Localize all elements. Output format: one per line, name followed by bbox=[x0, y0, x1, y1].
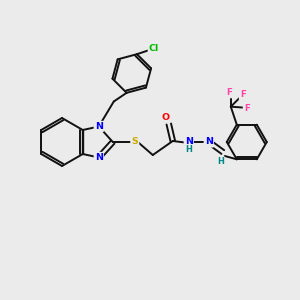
Text: H: H bbox=[217, 158, 224, 166]
Text: F: F bbox=[244, 104, 250, 113]
Text: N: N bbox=[95, 153, 103, 162]
Text: Cl: Cl bbox=[149, 44, 159, 53]
Text: O: O bbox=[162, 112, 170, 122]
Text: F: F bbox=[226, 88, 232, 97]
Text: F: F bbox=[240, 90, 246, 99]
Text: N: N bbox=[95, 122, 103, 131]
Text: H: H bbox=[185, 146, 192, 154]
Text: N: N bbox=[205, 137, 213, 146]
Text: S: S bbox=[131, 137, 138, 146]
Text: N: N bbox=[185, 136, 193, 146]
